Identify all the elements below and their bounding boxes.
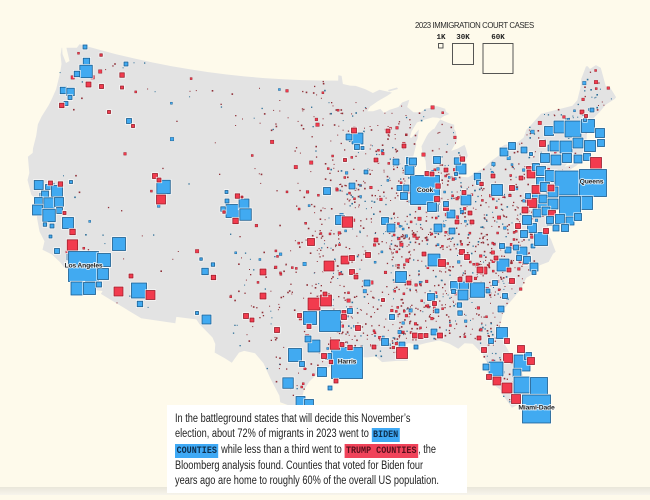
svg-text:Harris: Harris [338, 359, 357, 366]
svg-text:Miami-Dade: Miami-Dade [518, 405, 555, 412]
svg-text:Queens: Queens [580, 179, 604, 186]
svg-text:Cook: Cook [417, 187, 434, 194]
svg-text:60K: 60K [491, 34, 505, 42]
svg-text:30K: 30K [456, 34, 470, 42]
svg-text:1K: 1K [436, 34, 446, 42]
svg-text:2023 IMMIGRATION COURT CASES: 2023 IMMIGRATION COURT CASES [415, 21, 534, 30]
svg-text:Los Angeles: Los Angeles [65, 263, 103, 270]
